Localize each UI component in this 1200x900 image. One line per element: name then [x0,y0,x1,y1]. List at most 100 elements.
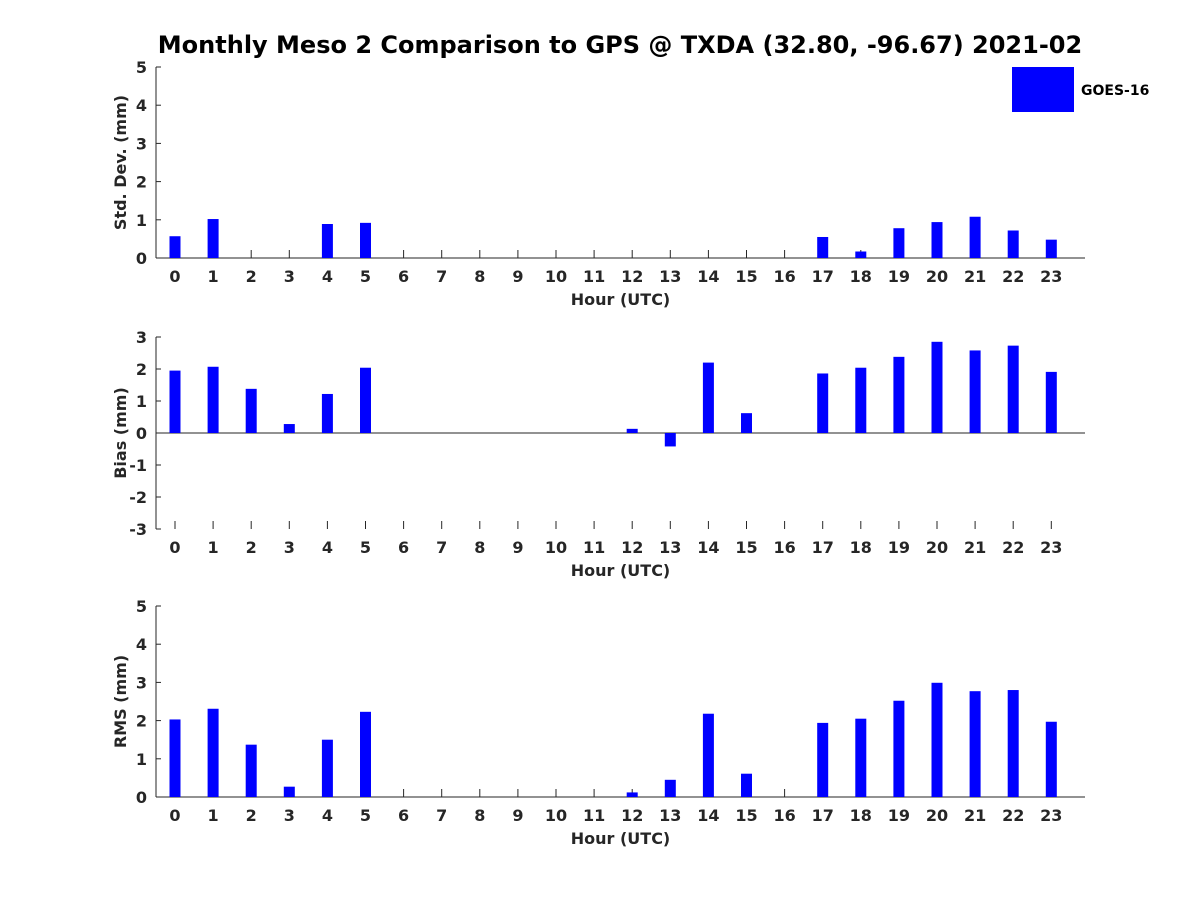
bias-x-tick-label: 15 [735,538,757,557]
rms-bar-hour-5 [360,711,371,797]
bias-bar-hour-17 [817,373,829,433]
std-dev-x-tick-label: 6 [398,267,409,286]
rms-x-tick-label: 5 [360,806,371,825]
rms-y-tick-label: 4 [136,635,147,654]
std-dev-x-tick-label: 21 [964,267,986,286]
rms-bar-hour-17 [817,722,829,797]
std-dev-x-tick-label: 12 [621,267,643,286]
bias-y-tick-label: 0 [136,424,147,443]
rms-x-tick-label: 8 [474,806,485,825]
bias-x-tick-label: 0 [169,538,180,557]
rms-x-tick-label: 13 [659,806,681,825]
rms-x-tick-label: 18 [850,806,872,825]
rms-bar-hour-4 [321,739,333,797]
chart-title: Monthly Meso 2 Comparison to GPS @ TXDA … [158,31,1082,59]
rms-bar-hour-21 [969,691,981,797]
rms-x-tick-label: 11 [583,806,605,825]
bias-x-tick-label: 12 [621,538,643,557]
std-dev-bar-hour-5 [360,222,371,258]
bias-y-tick-label: 3 [136,328,147,347]
std-dev-x-tick-label: 22 [1002,267,1024,286]
rms-bar-hour-0 [169,719,181,797]
bias-bar-hour-12 [626,428,638,433]
rms-bar-hour-19 [893,700,905,797]
std-dev-x-tick-label: 7 [436,267,447,286]
std-dev-y-tick-label: 4 [136,96,147,115]
std-dev-bar-hour-0 [169,236,181,258]
bias-bar-hour-15 [741,413,752,433]
std-dev-x-tick-label: 3 [284,267,295,286]
rms-x-tick-label: 23 [1040,806,1062,825]
bias-bar-hour-19 [893,356,905,433]
rms-bar-hour-3 [283,786,295,797]
bias-y-axis-label: Bias (mm) [111,387,130,479]
std-dev-bar-hour-23 [1045,239,1057,258]
bias-y-tick-label: -1 [129,456,147,475]
rms-x-tick-label: 12 [621,806,643,825]
std-dev-x-tick-label: 17 [812,267,834,286]
rms-bar-hour-18 [855,718,867,797]
bias-bar-hour-22 [1007,345,1019,433]
rms-x-tick-label: 19 [888,806,910,825]
rms-x-tick-label: 10 [545,806,567,825]
rms-x-tick-label: 16 [773,806,795,825]
bias-bar-hour-18 [855,367,867,433]
bias-x-tick-label: 20 [926,538,948,557]
std-dev-x-tick-label: 18 [850,267,872,286]
std-dev-x-tick-label: 2 [246,267,257,286]
bias-x-tick-label: 10 [545,538,567,557]
std-dev-bar-hour-1 [207,219,219,258]
bias-x-tick-label: 5 [360,538,371,557]
std-dev-x-tick-label: 9 [512,267,523,286]
bias-bar-hour-5 [360,367,371,433]
rms-x-tick-label: 7 [436,806,447,825]
rms-x-tick-label: 0 [169,806,180,825]
rms-x-tick-label: 14 [697,806,719,825]
rms-bar-hour-22 [1007,690,1019,797]
std-dev-x-tick-label: 5 [360,267,371,286]
rms-y-tick-label: 0 [136,788,147,807]
bias-x-tick-label: 19 [888,538,910,557]
rms-y-tick-label: 2 [136,712,147,731]
std-dev-x-tick-label: 23 [1040,267,1062,286]
bias-x-tick-label: 18 [850,538,872,557]
rms-bar-hour-2 [245,744,257,797]
std-dev-y-tick-label: 1 [136,211,147,230]
rms-y-tick-label: 5 [136,597,147,616]
std-dev-x-tick-label: 4 [322,267,333,286]
bias-x-tick-label: 6 [398,538,409,557]
std-dev-x-tick-label: 16 [773,267,795,286]
std-dev-x-axis-label: Hour (UTC) [571,290,671,309]
std-dev-bar-hour-18 [855,251,867,258]
rms-bar-hour-1 [207,708,219,797]
rms-bar-hour-14 [702,713,714,797]
rms-x-tick-label: 22 [1002,806,1024,825]
bias-x-tick-label: 8 [474,538,485,557]
std-dev-bar-hour-17 [817,236,829,258]
rms-x-tick-label: 21 [964,806,986,825]
bias-y-tick-label: -3 [129,520,147,539]
legend-label: GOES-16 [1081,83,1149,99]
bias-x-tick-label: 4 [322,538,333,557]
legend-swatch [1012,67,1074,112]
bias-y-tick-label: -2 [129,488,147,507]
rms-x-tick-label: 15 [735,806,757,825]
bias-x-tick-label: 14 [697,538,719,557]
rms-x-tick-label: 2 [246,806,257,825]
bias-x-tick-label: 21 [964,538,986,557]
rms-x-tick-label: 1 [208,806,219,825]
bias-x-tick-label: 13 [659,538,681,557]
legend: GOES-16 [1012,67,1149,112]
std-dev-x-tick-label: 0 [169,267,180,286]
rms-x-tick-label: 4 [322,806,333,825]
rms-bar-hour-23 [1045,721,1057,797]
bias-x-tick-label: 3 [284,538,295,557]
rms-x-tick-label: 3 [284,806,295,825]
bias-x-tick-label: 2 [246,538,257,557]
bias-bar-hour-3 [283,424,295,433]
bias-y-tick-label: 1 [136,392,147,411]
std-dev-x-tick-label: 11 [583,267,605,286]
